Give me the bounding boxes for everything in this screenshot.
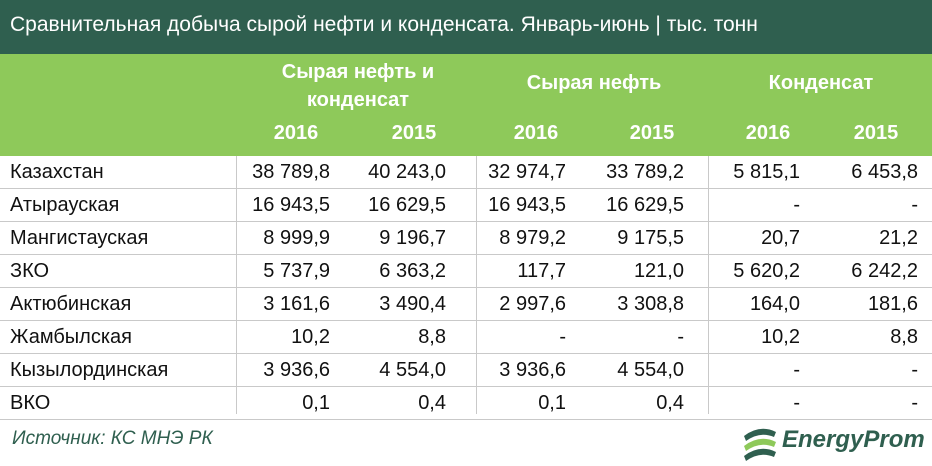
column-divider [476,156,477,414]
table-cell: 16 943,5 [488,194,566,216]
table-cell: 32 974,7 [488,161,566,183]
year-header: 2015 [391,122,437,144]
year-header: 2015 [853,122,899,144]
year-header: 2016 [745,122,791,144]
table-title: Сравнительная добыча сырой нефти и конде… [10,13,758,36]
region-name: Актюбинская [10,293,132,315]
table-cell: 33 789,2 [606,161,684,183]
table-cell: - [911,392,918,414]
header-group-oil-and-condensate: Сырая нефть и конденсат [238,58,478,114]
table-cell: 40 243,0 [368,161,446,183]
table-row: Жамбылская 10,2 8,8 - - 10,2 8,8 [0,321,932,354]
year-header: 2016 [273,122,319,144]
table-cell: 2 997,6 [499,293,566,315]
logo-icon [744,428,776,461]
header-group-condensate: Конденсат [768,72,874,94]
table-row: Актюбинская 3 161,6 3 490,4 2 997,6 3 308,8 1… [0,288,932,321]
year-header: 2015 [629,122,675,144]
table-row: ВКО 0,1 0,4 0,1 0,4 - - [0,387,932,420]
table-cell: 4 554,0 [379,359,446,381]
region-name: ВКО [10,392,51,414]
table-cell: 5 620,2 [733,260,800,282]
table-cell: - [793,194,800,216]
table-cell: 0,1 [538,392,566,414]
table-cell: 164,0 [749,293,800,315]
column-divider [236,156,237,414]
energyprom-logo: EnergyProm [740,420,930,461]
table-cell: 6 242,2 [851,260,918,282]
table-cell: 9 175,5 [617,227,684,249]
table-cell: 16 943,5 [252,194,330,216]
table-cell: - [793,359,800,381]
year-header: 2016 [513,122,559,144]
table-row: ЗКО 5 737,9 6 363,2 117,7 121,0 5 620,2 6 242,… [0,255,932,288]
region-name: Мангистауская [10,227,149,249]
table-row: Казахстан 38 789,8 40 243,0 32 974,7 33 789,… [0,156,932,189]
table-cell: 8 979,2 [499,227,566,249]
table-row: Кызылординская 3 936,6 4 554,0 3 936,6 4 554… [0,354,932,387]
table-cell: 5 737,9 [263,260,330,282]
table-cell: 16 629,5 [606,194,684,216]
table-row: Атырауская 16 943,5 16 629,5 16 943,5 16 629… [0,189,932,222]
table-body: Казахстан 38 789,8 40 243,0 32 974,7 33 789,… [0,156,932,420]
title-bar: Сравнительная добыча сырой нефти и конде… [0,0,932,54]
table-cell: 0,4 [656,392,684,414]
region-name: Казахстан [10,161,104,183]
table-cell: - [911,359,918,381]
table-cell: 0,1 [302,392,330,414]
header-group-label: Сырая нефть и [281,61,435,83]
region-name: Жамбылская [10,326,132,348]
table-cell: 6 363,2 [379,260,446,282]
header-group-crude-oil: Сырая нефть [526,72,662,94]
table-cell: 0,4 [418,392,446,414]
table-cell: 21,2 [879,227,918,249]
region-name: Кызылординская [10,359,169,381]
table-row: Мангистауская 8 999,9 9 196,7 8 979,2 9 175,… [0,222,932,255]
source-note: Источник: КС МНЭ РК [12,428,213,449]
table-cell: 10,2 [291,326,330,348]
table-cell: - [559,326,566,348]
table-cell: - [911,194,918,216]
header-group-label: конденсат [306,89,410,111]
table-cell: 3 308,8 [617,293,684,315]
region-name: Атырауская [10,194,120,216]
column-divider [708,156,709,414]
logo-text: EnergyProm [782,426,925,453]
table-cell: 117,7 [517,260,566,282]
table-cell: 6 453,8 [851,161,918,183]
table-cell: 8 999,9 [263,227,330,249]
table-cell: 16 629,5 [368,194,446,216]
table-cell: 4 554,0 [617,359,684,381]
table-cell: - [793,392,800,414]
table-cell: 3 161,6 [263,293,330,315]
table-cell: 9 196,7 [379,227,446,249]
table-cell: 3 490,4 [379,293,446,315]
region-name: ЗКО [10,260,50,282]
table-header: Сырая нефть и конденсат Сырая нефть Конд… [0,54,932,156]
table-cell: 181,6 [867,293,918,315]
table-cell: 3 936,6 [499,359,566,381]
table-cell: 20,7 [761,227,800,249]
table-cell: 8,8 [418,326,446,348]
table-cell: 5 815,1 [733,161,800,183]
table-cell: 121,0 [633,260,684,282]
table-cell: 10,2 [761,326,800,348]
table-cell: 38 789,8 [252,161,330,183]
table-cell: - [677,326,684,348]
table-cell: 8,8 [890,326,918,348]
table-cell: 3 936,6 [263,359,330,381]
